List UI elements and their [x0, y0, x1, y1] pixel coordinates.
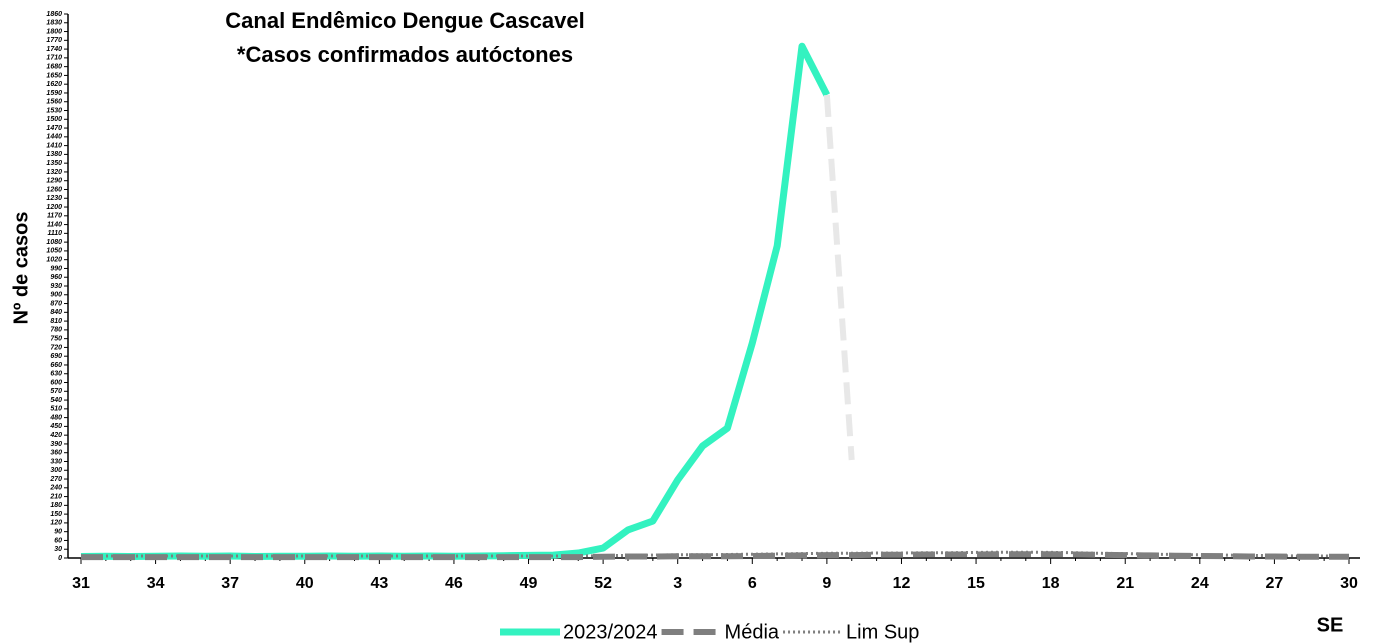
- x-tick-label: 49: [520, 575, 538, 592]
- y-tick-label: 1470: [46, 125, 62, 132]
- y-tick-label: 780: [50, 327, 62, 334]
- y-tick-label: 1500: [46, 116, 62, 123]
- x-tick-label: 27: [1266, 575, 1284, 592]
- y-tick-label: 1770: [46, 37, 62, 44]
- y-tick-label: 1680: [46, 63, 62, 70]
- y-tick-label: 180: [50, 502, 62, 509]
- y-tick-label: 1590: [46, 90, 62, 97]
- y-tick-label: 330: [50, 458, 62, 465]
- y-tick-label: 840: [50, 309, 62, 316]
- y-tick-label: 1740: [46, 46, 62, 53]
- y-tick-label: 1380: [46, 151, 62, 158]
- y-tick-label: 420: [49, 432, 62, 439]
- y-tick-label: 1110: [47, 230, 62, 237]
- y-tick-label: 30: [54, 546, 62, 553]
- legend-label: Lim Sup: [846, 621, 919, 643]
- y-tick-label: 1560: [46, 99, 62, 106]
- y-tick-label: 450: [49, 423, 62, 430]
- y-tick-label: 1860: [46, 11, 62, 18]
- legend-label: 2023/2024: [563, 621, 658, 643]
- x-tick-label: 40: [296, 575, 314, 592]
- y-tick-label: 1140: [47, 221, 62, 228]
- x-tick-label: 34: [147, 575, 165, 592]
- y-tick-label: 360: [50, 450, 62, 457]
- y-tick-label: 300: [50, 467, 62, 474]
- y-tick-label: 540: [50, 397, 62, 404]
- y-tick-label: 90: [54, 529, 62, 536]
- x-tick-label: 21: [1116, 575, 1134, 592]
- y-tick-label: 1710: [46, 55, 62, 62]
- x-tick-label: 52: [594, 575, 612, 592]
- y-tick-label: 270: [49, 476, 62, 483]
- y-tick-label: 1800: [46, 28, 62, 35]
- y-tick-label: 120: [50, 520, 62, 527]
- x-tick-label: 24: [1191, 575, 1209, 592]
- y-tick-label: 810: [50, 318, 62, 325]
- y-tick-label: 1050: [46, 248, 62, 255]
- y-tick-label: 690: [50, 353, 62, 360]
- y-tick-label: 1440: [46, 134, 62, 141]
- y-tick-label: 210: [49, 493, 62, 500]
- y-tick-label: 660: [50, 362, 62, 369]
- y-tick-label: 1350: [46, 160, 62, 167]
- y-tick-label: 1290: [46, 178, 62, 185]
- x-tick-label: 30: [1340, 575, 1358, 592]
- y-tick-label: 570: [50, 388, 62, 395]
- legend-label: Média: [725, 621, 780, 643]
- y-axis-label: Nº de casos: [10, 212, 32, 325]
- y-tick-label: 390: [50, 441, 62, 448]
- y-tick-label: 960: [50, 274, 62, 281]
- chart-subtitle: *Casos confirmados autóctones: [237, 42, 573, 67]
- y-tick-label: 870: [50, 300, 62, 307]
- x-tick-label: 9: [822, 575, 831, 592]
- y-tick-label: 1650: [46, 72, 62, 79]
- y-tick-label: 150: [50, 511, 62, 518]
- x-tick-label: 3: [673, 575, 682, 592]
- x-tick-label: 31: [72, 575, 90, 592]
- y-tick-label: 1200: [46, 204, 62, 211]
- y-tick-label: 0: [58, 555, 62, 562]
- y-tick-label: 240: [49, 485, 62, 492]
- y-tick-label: 600: [50, 379, 62, 386]
- x-tick-label: 15: [967, 575, 985, 592]
- x-tick-label: 46: [445, 575, 463, 592]
- x-axis-label: SE: [1317, 614, 1344, 636]
- y-tick-label: 1320: [46, 169, 62, 176]
- series-line: [823, 94, 855, 461]
- y-tick-label: 990: [50, 265, 62, 272]
- y-tick-label: 1260: [46, 186, 62, 193]
- x-tick-label: 37: [221, 575, 239, 592]
- y-tick-label: 750: [50, 335, 62, 342]
- x-tick-label: 6: [748, 575, 757, 592]
- series-line: [80, 42, 831, 560]
- series-line: [81, 550, 1350, 558]
- y-tick-label: 1830: [46, 20, 62, 27]
- y-tick-label: 930: [50, 283, 62, 290]
- x-tick-label: 18: [1042, 575, 1060, 592]
- y-tick-label: 1230: [46, 195, 62, 202]
- x-tick-label: 43: [370, 575, 388, 592]
- x-tick-label: 12: [893, 575, 911, 592]
- y-tick-label: 1620: [46, 81, 62, 88]
- y-tick-label: 1170: [47, 213, 62, 220]
- y-tick-label: 720: [50, 344, 62, 351]
- y-tick-label: 60: [54, 537, 62, 544]
- y-tick-label: 630: [50, 371, 62, 378]
- chart-title: Canal Endêmico Dengue Cascavel: [225, 8, 584, 33]
- y-tick-label: 510: [50, 406, 62, 413]
- y-tick-label: 1080: [46, 239, 62, 246]
- y-tick-label: 1530: [46, 107, 62, 114]
- y-tick-label: 480: [49, 414, 62, 421]
- y-tick-label: 1410: [46, 142, 62, 149]
- y-tick-label: 1020: [46, 257, 62, 264]
- y-tick-label: 900: [50, 292, 62, 299]
